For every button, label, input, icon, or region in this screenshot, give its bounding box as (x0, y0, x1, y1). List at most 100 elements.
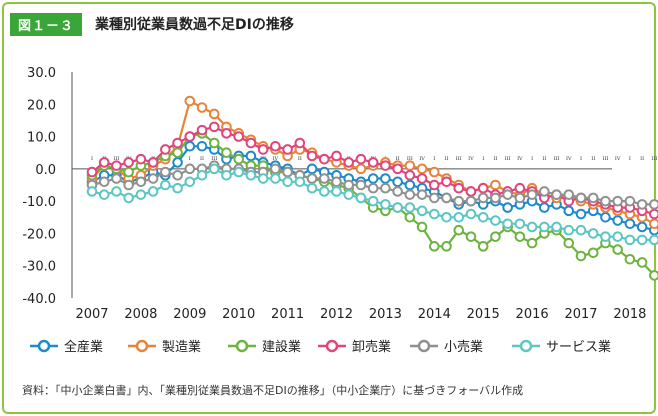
data-point (514, 231, 526, 242)
data-point (514, 218, 526, 230)
data-point (587, 247, 599, 259)
data-point (172, 170, 183, 181)
data-point (282, 144, 293, 155)
legend-marker (235, 339, 249, 353)
quarter-label: III (456, 156, 462, 162)
data-point (404, 189, 416, 200)
data-point (123, 157, 134, 168)
data-point (600, 195, 611, 207)
data-point (563, 224, 575, 236)
data-point (380, 173, 391, 184)
data-point (184, 131, 196, 142)
data-point (551, 221, 562, 233)
data-point (355, 192, 367, 204)
quarter-label: II (591, 156, 595, 162)
data-point (221, 128, 232, 139)
quarter-label: I (189, 156, 191, 162)
data-point (270, 163, 281, 175)
data-point (147, 173, 159, 184)
data-point (172, 157, 183, 168)
data-point (184, 95, 196, 107)
data-point (306, 173, 318, 184)
chart-title: 業種別従業員数過不足DIの推移 (95, 17, 294, 33)
x-tick-label: 2017 (564, 307, 597, 322)
data-point (465, 186, 477, 197)
data-point (429, 192, 440, 204)
data-point (392, 202, 403, 213)
data-point (539, 202, 550, 213)
y-tick-label: 10.0 (27, 131, 56, 146)
x-tick-label: 2008 (124, 307, 157, 322)
data-point (477, 241, 489, 252)
data-point (233, 131, 244, 142)
data-point (367, 195, 379, 207)
data-point (294, 176, 306, 188)
data-point (208, 163, 220, 175)
data-point (453, 211, 465, 223)
y-tick-label: -10.0 (22, 195, 56, 210)
data-point (98, 157, 110, 168)
data-point (575, 208, 587, 220)
data-point (404, 202, 416, 213)
data-point (416, 189, 428, 200)
data-point (404, 179, 416, 191)
data-point (587, 228, 599, 239)
data-point (245, 170, 257, 181)
x-tick-label: 2014 (418, 307, 451, 322)
data-point (600, 211, 611, 223)
legend-marker (37, 339, 51, 353)
data-point (649, 199, 658, 210)
data-point (380, 160, 391, 171)
data-point (502, 218, 513, 230)
x-tick-label: 2009 (173, 307, 206, 322)
quarter-label: IV (517, 156, 523, 162)
data-point (624, 234, 636, 246)
data-point (367, 173, 379, 184)
data-point (575, 224, 587, 236)
data-point (306, 182, 318, 194)
y-tick-label: 0.0 (35, 163, 56, 178)
data-point (208, 121, 220, 133)
quarter-label: III (554, 156, 560, 162)
quarter-label: I (91, 156, 93, 162)
data-point (221, 147, 232, 159)
x-tick-label: 2007 (75, 307, 108, 322)
data-point (135, 176, 147, 188)
data-point (441, 192, 452, 204)
data-point (477, 182, 489, 194)
legend-marker (519, 339, 533, 353)
data-point (441, 211, 452, 223)
data-point (416, 173, 428, 184)
data-point (514, 192, 526, 204)
data-point (98, 176, 110, 188)
data-point (404, 211, 416, 223)
data-point (233, 153, 244, 165)
data-point (282, 176, 293, 188)
data-point (624, 195, 636, 207)
quarter-label: II (200, 156, 204, 162)
legend-marker (135, 339, 149, 353)
data-point (245, 137, 257, 149)
data-point (160, 166, 171, 178)
quarter-label: I (580, 156, 582, 162)
data-point (539, 221, 550, 233)
data-point (636, 221, 648, 233)
y-tick-label: -40.0 (22, 292, 56, 307)
data-point (636, 257, 648, 268)
data-point (490, 231, 501, 242)
legend-label: 小売業 (444, 339, 483, 355)
data-point (160, 179, 171, 191)
data-point (135, 189, 147, 200)
data-point (429, 208, 440, 220)
data-point (111, 186, 122, 197)
data-point (563, 237, 575, 249)
data-point (196, 170, 208, 181)
quarter-label: III (505, 156, 511, 162)
data-point (196, 124, 208, 136)
data-point (208, 137, 220, 149)
data-point (318, 186, 330, 197)
data-point (367, 157, 379, 168)
data-point (343, 157, 355, 168)
data-point (184, 163, 196, 175)
x-tick-label: 2011 (271, 307, 304, 322)
